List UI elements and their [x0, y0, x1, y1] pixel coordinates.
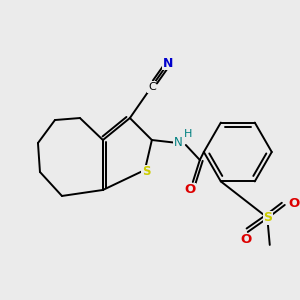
Text: N: N	[173, 136, 182, 148]
Text: O: O	[184, 184, 196, 196]
Text: C: C	[148, 82, 156, 92]
Text: O: O	[288, 197, 299, 211]
Text: S: S	[263, 212, 272, 224]
Text: H: H	[184, 129, 192, 139]
Text: N: N	[163, 57, 173, 70]
Text: O: O	[240, 233, 251, 246]
Text: S: S	[142, 166, 150, 178]
